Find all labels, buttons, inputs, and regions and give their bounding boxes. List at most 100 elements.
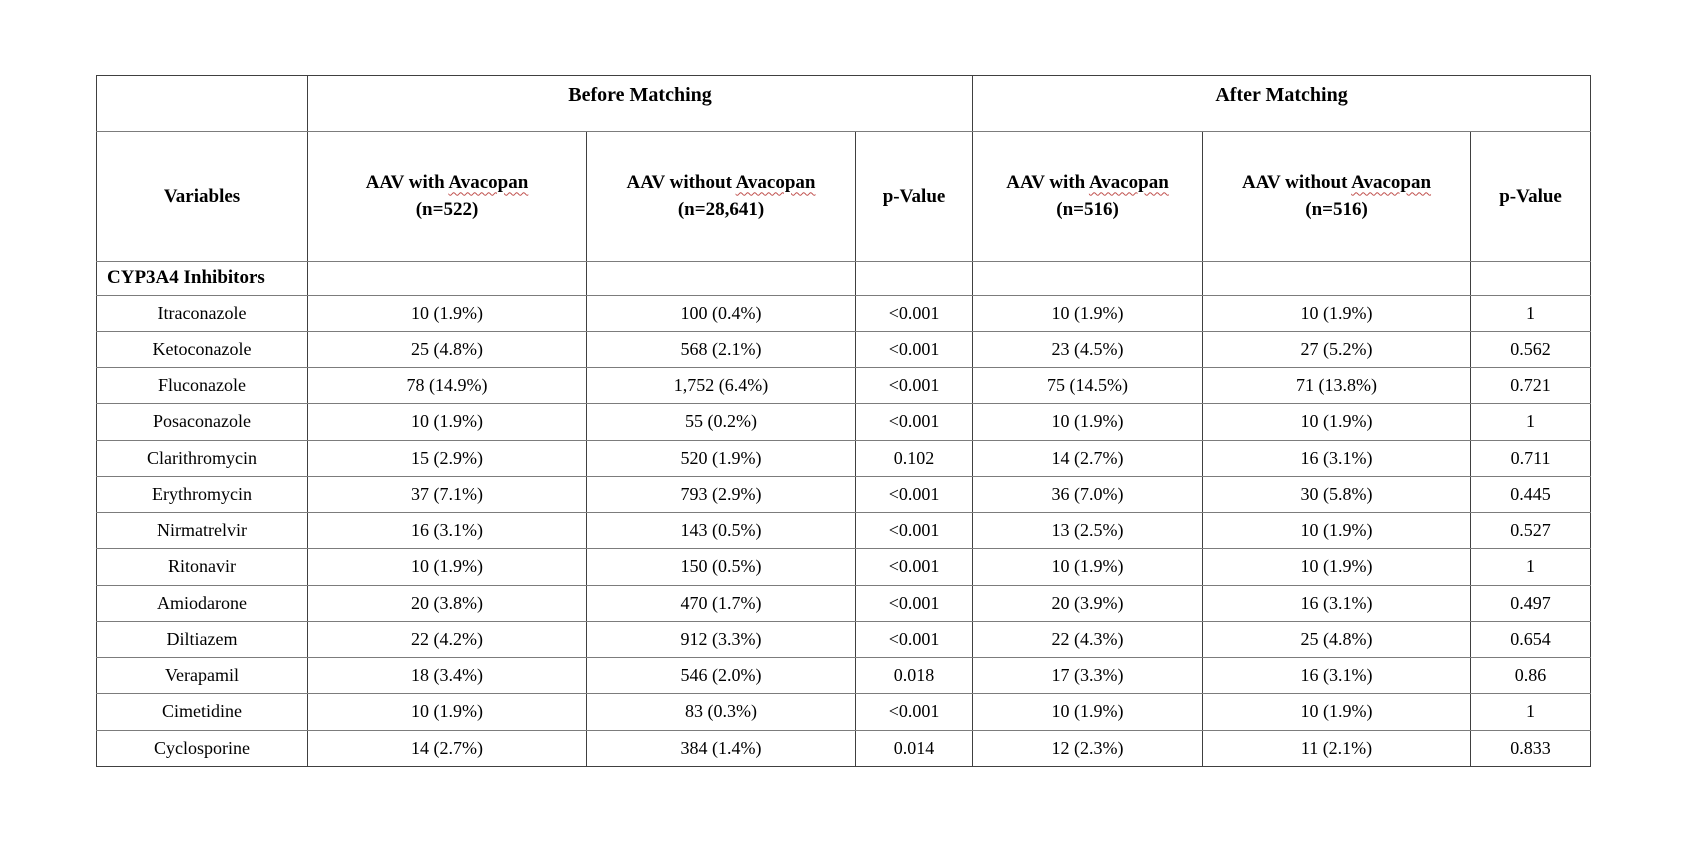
bm-with-value-cell: 20 (3.8%): [307, 584, 587, 622]
bm-with-value-cell: 15 (2.9%): [307, 439, 587, 477]
bm-pvalue-cell: 0.014: [854, 729, 974, 768]
bm-with-value-cell: 10 (1.9%): [307, 548, 587, 586]
table-row: Cimetidine 10 (1.9%) 83 (0.3%) <0.001 10…: [96, 693, 1592, 731]
bm-pvalue-cell: <0.001: [854, 620, 974, 659]
bm-pvalue-cell: <0.001: [854, 330, 974, 369]
drug-name-cell: Cyclosporine: [96, 729, 308, 768]
am-with-value-cell: 10 (1.9%): [972, 693, 1204, 731]
am-with-value-cell: 23 (4.5%): [972, 330, 1204, 369]
am-pvalue-cell: 1: [1470, 294, 1592, 332]
drug-name-cell: Cimetidine: [96, 693, 308, 731]
am-pvalue-cell: 0.654: [1470, 620, 1592, 659]
am-with-value-cell: 14 (2.7%): [972, 439, 1204, 477]
empty-cell: [586, 261, 856, 296]
bm-with-value-cell: 22 (4.2%): [307, 620, 587, 659]
bm-pvalue-cell: 0.102: [854, 439, 974, 477]
table-row: Itraconazole 10 (1.9%) 100 (0.4%) <0.001…: [96, 294, 1592, 332]
header-line-2: (n=28,641): [677, 198, 765, 220]
am-with-value-cell: 20 (3.9%): [972, 584, 1204, 622]
table-row: Posaconazole 10 (1.9%) 55 (0.2%) <0.001 …: [96, 403, 1592, 441]
empty-cell: [972, 261, 1204, 296]
bm-pvalue-cell: 0.018: [854, 657, 974, 695]
before-matching-header: Before Matching: [306, 74, 974, 133]
corner-empty-cell: [96, 74, 308, 133]
am-pvalue-cell: 0.711: [1470, 439, 1592, 477]
am-without-avacopan-header: AAV without Avacopan (n=516): [1202, 131, 1472, 263]
am-without-value-cell: 16 (3.1%): [1202, 584, 1472, 622]
header-line-1: AAV with Avacopan: [1006, 172, 1169, 194]
bm-with-value-cell: 18 (3.4%): [307, 657, 587, 695]
drug-name-cell: Ritonavir: [96, 548, 308, 586]
bm-pvalue-cell: <0.001: [854, 548, 974, 586]
header-line-1: AAV without Avacopan: [626, 172, 816, 194]
bm-without-avacopan-header: AAV without Avacopan (n=28,641): [586, 131, 856, 263]
am-with-value-cell: 12 (2.3%): [972, 729, 1204, 768]
bm-without-value-cell: 568 (2.1%): [586, 330, 856, 369]
am-without-value-cell: 16 (3.1%): [1202, 439, 1472, 477]
section-header-row: CYP3A4 Inhibitors: [96, 261, 1592, 296]
bm-with-value-cell: 10 (1.9%): [307, 294, 587, 332]
am-without-value-cell: 10 (1.9%): [1202, 548, 1472, 586]
header-line-2: (n=516): [1056, 198, 1119, 220]
am-pvalue-cell: 0.833: [1470, 729, 1592, 768]
am-pvalue-cell: 1: [1470, 548, 1592, 586]
am-pvalue-header: p-Value: [1470, 131, 1592, 263]
table-row: Amiodarone 20 (3.8%) 470 (1.7%) <0.001 2…: [96, 584, 1592, 622]
table-row: Cyclosporine 14 (2.7%) 384 (1.4%) 0.014 …: [96, 729, 1592, 768]
am-pvalue-cell: 0.562: [1470, 330, 1592, 369]
bm-pvalue-cell: <0.001: [854, 475, 974, 514]
bm-with-value-cell: 16 (3.1%): [307, 512, 587, 550]
bm-without-value-cell: 55 (0.2%): [586, 403, 856, 441]
am-with-value-cell: 75 (14.5%): [972, 367, 1204, 405]
drug-name-cell: Posaconazole: [96, 403, 308, 441]
table-row: Fluconazole 78 (14.9%) 1,752 (6.4%) <0.0…: [96, 367, 1592, 405]
bm-pvalue-cell: <0.001: [854, 294, 974, 332]
am-with-value-cell: 36 (7.0%): [972, 475, 1204, 514]
am-without-value-cell: 10 (1.9%): [1202, 512, 1472, 550]
bm-without-value-cell: 470 (1.7%): [586, 584, 856, 622]
bm-pvalue-cell: <0.001: [854, 367, 974, 405]
bm-without-value-cell: 150 (0.5%): [586, 548, 856, 586]
drug-name-cell: Fluconazole: [96, 367, 308, 405]
bm-pvalue-cell: <0.001: [854, 512, 974, 550]
drug-name-cell: Nirmatrelvir: [96, 512, 308, 550]
am-without-value-cell: 10 (1.9%): [1202, 403, 1472, 441]
header-line-2: (n=522): [415, 198, 479, 220]
bm-without-value-cell: 912 (3.3%): [586, 620, 856, 659]
bm-with-avacopan-header: AAV with Avacopan (n=522): [307, 131, 587, 263]
am-pvalue-cell: 0.445: [1470, 475, 1592, 514]
am-without-value-cell: 10 (1.9%): [1202, 693, 1472, 731]
empty-cell: [307, 261, 587, 296]
bm-with-value-cell: 10 (1.9%): [307, 403, 587, 441]
column-header-row: Variables AAV with Avacopan (n=522) AAV …: [96, 131, 1592, 263]
bm-without-value-cell: 546 (2.0%): [586, 657, 856, 695]
empty-cell: [1470, 261, 1592, 296]
header-line-1: AAV without Avacopan: [1242, 172, 1432, 194]
bm-without-value-cell: 143 (0.5%): [586, 512, 856, 550]
am-without-value-cell: 16 (3.1%): [1202, 657, 1472, 695]
bm-pvalue-cell: <0.001: [854, 584, 974, 622]
bm-with-value-cell: 10 (1.9%): [307, 693, 587, 731]
am-with-value-cell: 10 (1.9%): [972, 548, 1204, 586]
table-row: Erythromycin 37 (7.1%) 793 (2.9%) <0.001…: [96, 475, 1592, 514]
spellcheck-underline: Avacopan: [448, 172, 529, 194]
bm-pvalue-header: p-Value: [854, 131, 974, 263]
am-with-value-cell: 13 (2.5%): [972, 512, 1204, 550]
drug-name-cell: Verapamil: [96, 657, 308, 695]
header-line-1: AAV with Avacopan: [365, 172, 529, 194]
bm-without-value-cell: 520 (1.9%): [586, 439, 856, 477]
table-row: Verapamil 18 (3.4%) 546 (2.0%) 0.018 17 …: [96, 657, 1592, 695]
spellcheck-underline: Avacopan: [735, 172, 816, 194]
bm-pvalue-cell: <0.001: [854, 403, 974, 441]
am-pvalue-cell: 1: [1470, 403, 1592, 441]
table-row: Clarithromycin 15 (2.9%) 520 (1.9%) 0.10…: [96, 439, 1592, 477]
am-with-avacopan-header: AAV with Avacopan (n=516): [972, 131, 1204, 263]
am-with-value-cell: 17 (3.3%): [972, 657, 1204, 695]
comparison-table: Before Matching After Matching Variables…: [96, 74, 1592, 768]
table-row: Ritonavir 10 (1.9%) 150 (0.5%) <0.001 10…: [96, 548, 1592, 586]
table-row: Diltiazem 22 (4.2%) 912 (3.3%) <0.001 22…: [96, 620, 1592, 659]
empty-cell: [1202, 261, 1472, 296]
am-with-value-cell: 10 (1.9%): [972, 403, 1204, 441]
am-without-value-cell: 25 (4.8%): [1202, 620, 1472, 659]
header-line-2: (n=516): [1305, 198, 1368, 220]
